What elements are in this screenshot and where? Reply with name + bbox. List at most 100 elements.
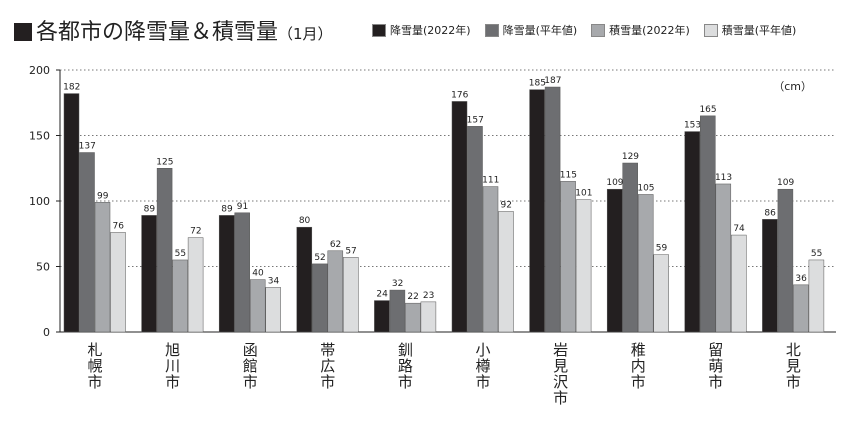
bar (808, 259, 825, 333)
data-label: 165 (699, 105, 716, 115)
title-text: 各都市の降雪量＆積雪量 (36, 20, 279, 45)
title-square-icon (14, 23, 32, 41)
legend-label: 積雪量(2022年) (609, 24, 690, 37)
bar (684, 131, 701, 333)
bar (793, 284, 809, 333)
x-category-label: 広 (320, 357, 335, 375)
data-label: 91 (237, 202, 248, 212)
bar (343, 257, 359, 333)
data-label: 109 (606, 178, 623, 188)
x-category-label: 萌 (708, 357, 723, 375)
data-label: 182 (63, 83, 80, 93)
y-tick-label: 50 (36, 261, 50, 274)
data-label: 74 (733, 224, 745, 234)
data-label: 72 (190, 227, 201, 237)
x-category-label: 市 (786, 373, 801, 391)
data-label: 89 (221, 204, 233, 214)
y-tick-label: 0 (43, 326, 50, 339)
bar (451, 101, 468, 333)
title-subtitle: （1月） (278, 25, 333, 43)
x-category-label: 見 (786, 357, 801, 375)
bar (234, 212, 250, 333)
data-label: 105 (637, 183, 654, 193)
bar (79, 152, 95, 333)
data-label: 76 (113, 221, 125, 231)
legend-item: 積雪量(平年値) (703, 22, 796, 38)
data-label: 23 (423, 291, 434, 301)
bar (498, 211, 514, 333)
data-label: 62 (330, 240, 341, 250)
x-category-label: 市 (553, 389, 568, 407)
data-label: 80 (299, 216, 311, 226)
bar (156, 168, 173, 333)
data-label: 52 (314, 253, 325, 263)
legend: 降雪量(2022年) 降雪量(平年値) 積雪量(2022年) 積雪量(平年値) (372, 22, 796, 38)
y-tick-label: 150 (29, 130, 50, 143)
legend-swatch (484, 23, 499, 37)
data-label: 125 (156, 157, 173, 167)
bar (467, 126, 483, 333)
legend-swatch (591, 23, 606, 37)
bar (94, 202, 111, 333)
x-category-label: 北 (786, 341, 801, 359)
data-label: 129 (622, 152, 639, 162)
bar (249, 279, 266, 333)
x-category-label: 館 (243, 357, 258, 375)
legend-label: 降雪量(平年値) (502, 24, 578, 37)
data-label: 137 (79, 142, 96, 152)
bar (482, 186, 499, 333)
bar (405, 302, 421, 333)
data-label: 101 (575, 189, 592, 199)
y-tick-label: 100 (29, 195, 50, 208)
bar (327, 250, 344, 333)
data-label: 55 (811, 249, 822, 259)
data-label: 157 (467, 115, 484, 125)
bar (715, 183, 732, 333)
legend-item: 積雪量(2022年) (591, 22, 690, 38)
bar (187, 237, 204, 333)
x-category-label: 小 (475, 341, 490, 359)
bar (141, 215, 157, 333)
x-category-label: 樽 (475, 357, 490, 375)
data-label: 55 (175, 249, 186, 259)
data-label: 187 (544, 76, 561, 86)
data-label: 185 (529, 79, 546, 89)
x-category-label: 稚 (631, 341, 646, 359)
legend-swatch (372, 23, 386, 37)
x-category-label: 市 (475, 373, 490, 391)
data-label: 109 (777, 178, 794, 188)
bar (731, 234, 747, 333)
data-label: 89 (144, 204, 156, 214)
x-category-label: 市 (87, 373, 102, 391)
x-category-label: 市 (243, 373, 258, 391)
data-label: 113 (715, 173, 732, 183)
x-category-label: 岩 (553, 341, 568, 359)
bar (622, 162, 638, 333)
bar (529, 89, 545, 333)
data-label: 99 (97, 191, 109, 201)
bar (265, 287, 281, 333)
x-category-label: 帯 (320, 341, 335, 359)
x-category-label: 幌 (87, 357, 102, 375)
bar (653, 254, 669, 333)
x-category-label: 函 (243, 341, 258, 359)
bar (296, 226, 313, 333)
data-label: 57 (345, 246, 356, 256)
bar (777, 188, 794, 333)
data-label: 59 (656, 244, 668, 254)
data-label: 115 (560, 170, 577, 180)
data-label: 40 (252, 269, 264, 279)
legend-item: 降雪量(2022年) (372, 22, 471, 38)
bar (218, 215, 235, 333)
data-label: 36 (795, 274, 807, 284)
x-category-label: 釧 (398, 341, 413, 359)
bar (637, 194, 654, 333)
bar (544, 86, 561, 333)
bar (172, 259, 188, 333)
legend-swatch (703, 23, 718, 37)
bar (312, 263, 328, 333)
bar (420, 301, 437, 333)
bar (700, 115, 716, 333)
legend-label: 降雪量(2022年) (390, 24, 471, 37)
